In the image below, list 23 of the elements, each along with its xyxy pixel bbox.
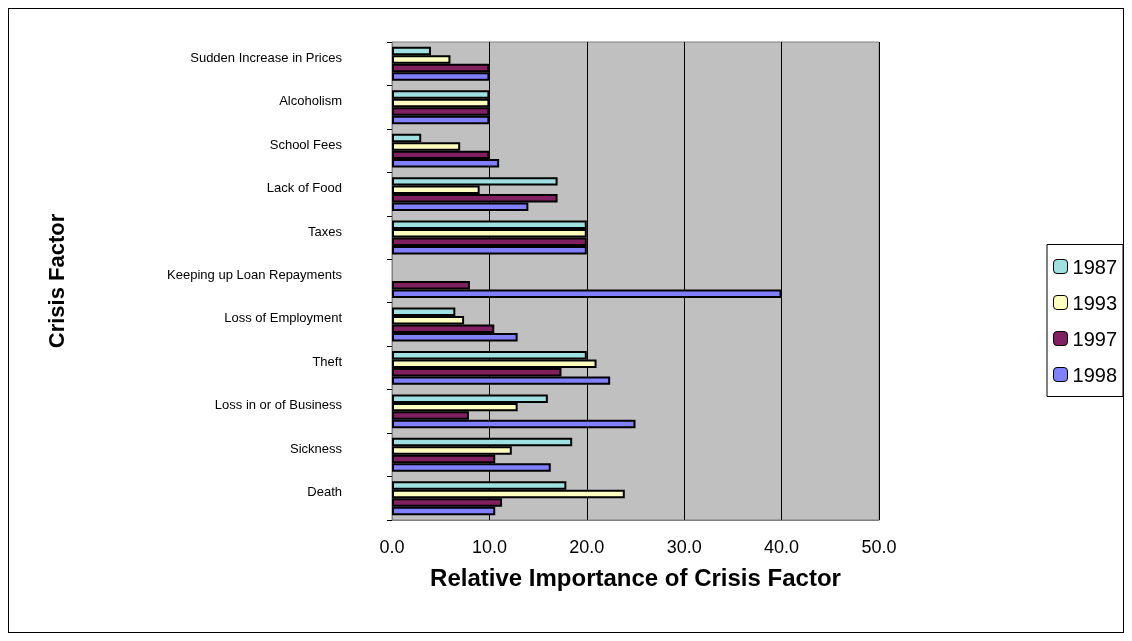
x-tick-label: 40.0 <box>764 537 800 557</box>
x-tick-label: 20.0 <box>569 537 605 557</box>
legend-label: 1997 <box>1072 327 1118 350</box>
legend-label: 1987 <box>1072 255 1118 278</box>
y-tick-label: Theft <box>312 353 343 369</box>
x-tick-label: 0.0 <box>379 537 405 557</box>
y-tick-label: Sickness <box>289 440 343 456</box>
y-axis-title: Crisis Factor <box>43 213 69 349</box>
x-tick-label: 50.0 <box>861 537 897 557</box>
y-tick-label: Alcoholism <box>279 93 342 109</box>
y-tick-label: School Fees <box>269 136 343 152</box>
y-tick-label: Sudden Increase in Prices <box>190 49 343 65</box>
x-tick-label: 10.0 <box>471 537 507 557</box>
y-tick-label: Keeping up Loan Repayments <box>167 267 343 282</box>
y-tick-label: Taxes <box>308 223 343 239</box>
y-tick-label: Death <box>307 484 342 500</box>
y-tick-label: Loss of Employment <box>224 310 343 326</box>
legend-label: 1993 <box>1072 291 1118 314</box>
legend-label: 1998 <box>1072 363 1118 386</box>
x-tick-label: 30.0 <box>666 537 702 557</box>
y-tick-label: Lack of Food <box>266 180 342 196</box>
x-axis-title: Relative Importance of Crisis Factor <box>430 563 841 591</box>
y-tick-label: Loss in or of Business <box>214 397 343 413</box>
